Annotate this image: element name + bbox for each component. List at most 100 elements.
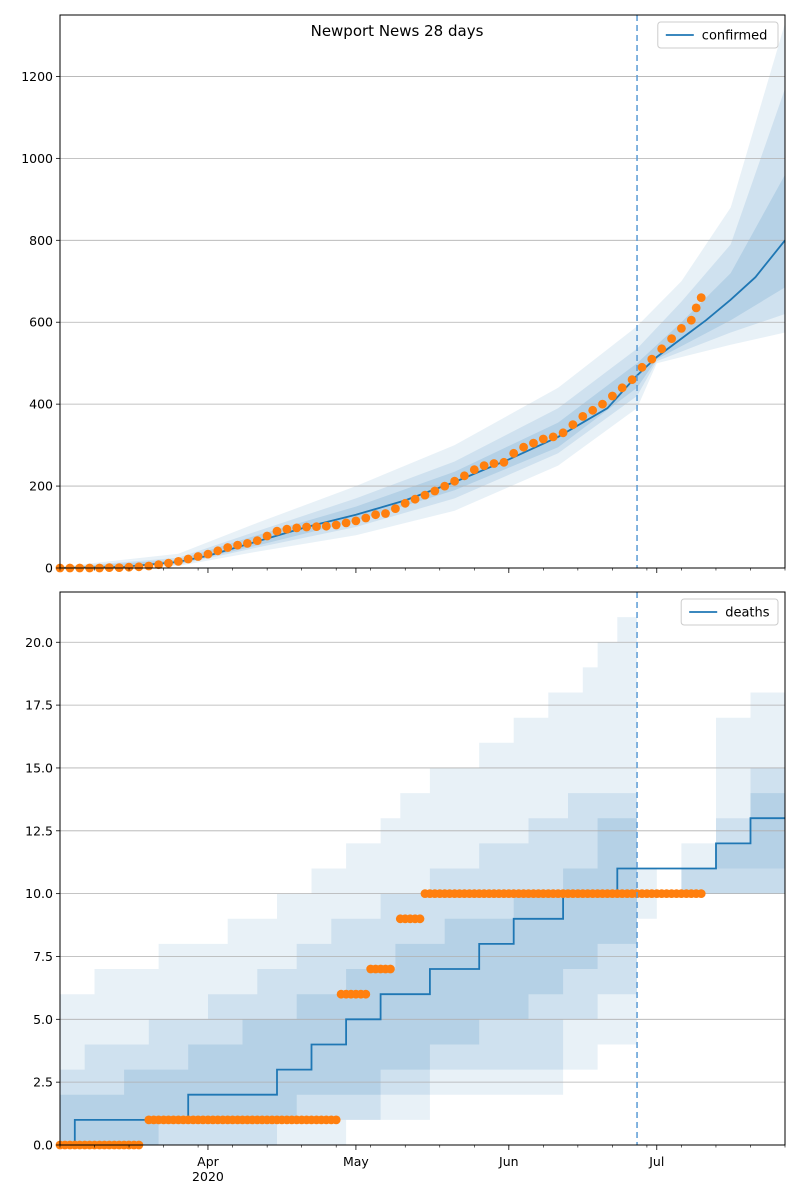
observed-point: [538, 434, 548, 444]
observed-point: [371, 510, 380, 520]
observed-point: [450, 476, 459, 486]
observed-point: [588, 405, 598, 415]
observed-point: [415, 914, 425, 924]
observed-point: [262, 531, 272, 541]
observed-point: [430, 486, 440, 496]
y-tick-label: 400: [29, 397, 53, 412]
observed-point: [499, 457, 509, 467]
observed-point: [243, 539, 252, 548]
plot-frame: [59, 14, 786, 569]
observed-point: [391, 504, 400, 513]
observed-point: [420, 490, 430, 500]
observed-point: [183, 554, 193, 564]
observed-point: [608, 391, 617, 401]
observed-point: [351, 516, 361, 526]
observed-point: [321, 521, 331, 531]
y-tick-label: 0.0: [33, 1138, 53, 1153]
observed-point: [469, 465, 479, 475]
observed-point: [519, 442, 528, 452]
observed-point: [489, 459, 499, 468]
observed-point: [578, 412, 588, 421]
observed-point: [647, 354, 657, 364]
observed-point: [331, 520, 341, 530]
deaths-observed-points: [55, 889, 706, 1150]
plot-frame: [59, 591, 786, 1146]
y-tick-label: 10.0: [25, 886, 53, 901]
legend-label: confirmed: [702, 29, 768, 44]
observed-point: [361, 989, 371, 999]
observed-point: [548, 432, 558, 442]
y-tick-label: 1000: [21, 151, 53, 166]
observed-point: [410, 494, 420, 504]
model-median-line: [60, 817, 785, 1146]
observed-point: [223, 543, 233, 552]
observed-point: [203, 549, 213, 559]
y-tick-label: 17.5: [25, 698, 53, 713]
observed-point: [331, 1115, 341, 1125]
observed-point: [124, 562, 134, 572]
observed-point: [381, 509, 390, 518]
confirmed-observed-points: [55, 293, 706, 573]
band-outer: [60, 23, 785, 568]
y-tick-label: 200: [29, 479, 53, 494]
confirmed-panel: 0 200 400 600 800 1000 1200 confirmed: [21, 14, 786, 576]
observed-point: [134, 562, 144, 572]
observed-point: [568, 420, 578, 429]
observed-point: [637, 362, 647, 372]
band-outer: [60, 592, 785, 1145]
observed-point: [361, 513, 371, 523]
deaths-legend: deaths: [680, 598, 779, 626]
y-tick-label: 0: [45, 561, 53, 576]
observed-point: [233, 540, 243, 550]
observed-point: [677, 324, 686, 333]
observed-point: [696, 293, 706, 302]
band-inner: [60, 742, 785, 1145]
observed-point: [558, 428, 568, 438]
x-tick-label: Jun: [498, 1154, 519, 1169]
observed-point: [691, 303, 701, 313]
observed-point: [272, 526, 282, 536]
observed-point: [386, 964, 395, 974]
y-tick-label: 5.0: [33, 1012, 53, 1027]
confirmed-uncertainty-bands: [60, 23, 785, 569]
observed-point: [292, 523, 302, 533]
observed-point: [529, 438, 538, 448]
x-tick-label: Jul: [648, 1154, 664, 1169]
observed-point: [667, 334, 676, 343]
observed-point: [312, 522, 321, 531]
observed-point: [686, 315, 696, 325]
observed-point: [657, 344, 667, 354]
legend-box: [680, 598, 779, 626]
observed-point: [144, 561, 154, 571]
observed-point: [598, 399, 607, 409]
observed-point: [440, 481, 450, 491]
y-tick-label: 15.0: [25, 760, 53, 775]
observed-point: [627, 375, 637, 384]
y-tick-label: 7.5: [33, 949, 53, 964]
observed-point: [341, 518, 351, 528]
observed-point: [213, 546, 223, 556]
observed-point: [400, 498, 410, 508]
x-tick-label: May: [343, 1154, 369, 1169]
observed-point: [193, 552, 203, 561]
figure-title: Newport News 28 days: [311, 22, 484, 40]
y-tick-label: 12.5: [25, 823, 53, 838]
legend-label: deaths: [725, 606, 770, 621]
observed-point: [252, 536, 262, 545]
x-tick-label: Apr: [197, 1154, 219, 1169]
confirmed-legend: confirmed: [657, 21, 779, 49]
y-tick-label: 1200: [21, 69, 53, 84]
observed-point: [509, 448, 519, 458]
deaths-model-line: [60, 817, 785, 1146]
y-tick-label: 20.0: [25, 635, 53, 650]
observed-point: [479, 461, 489, 470]
x-tick-sublabel: 2020: [192, 1169, 224, 1184]
y-tick-label: 2.5: [33, 1075, 53, 1090]
observed-point: [696, 889, 706, 898]
observed-point: [282, 524, 292, 534]
observed-point: [617, 383, 627, 393]
y-tick-label: 600: [29, 315, 53, 330]
confirmed-gridlines: [60, 76, 785, 487]
